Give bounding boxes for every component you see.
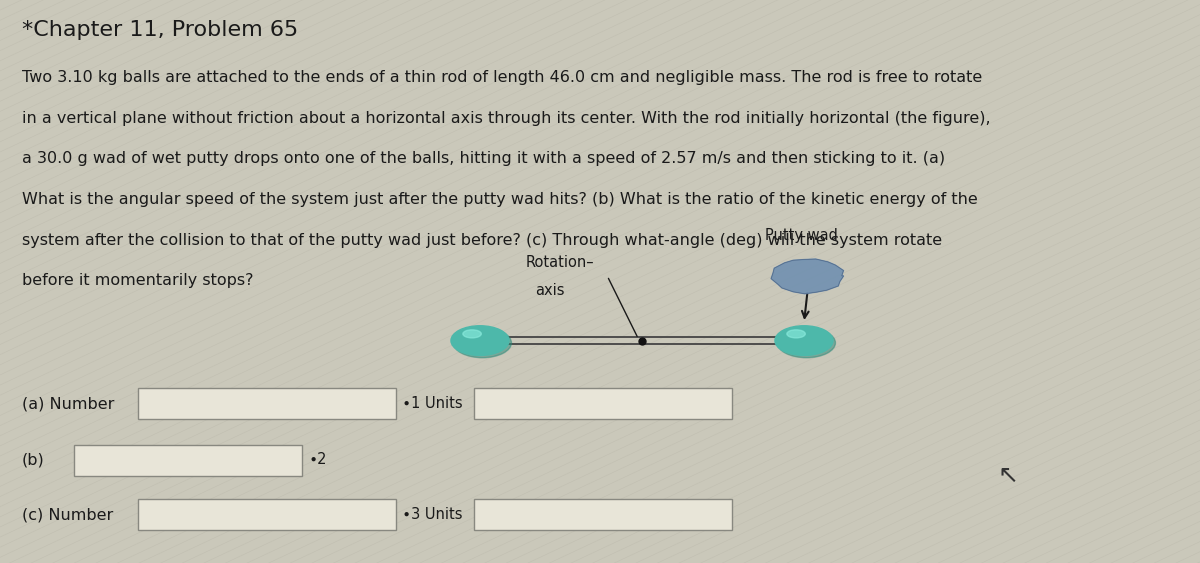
Text: What is the angular speed of the system just after the putty wad hits? (b) What : What is the angular speed of the system … [22,192,977,207]
Text: *Chapter 11, Problem 65: *Chapter 11, Problem 65 [22,20,298,40]
Ellipse shape [454,328,511,358]
Text: ∙3 Units: ∙3 Units [402,507,462,522]
FancyBboxPatch shape [474,388,732,419]
Ellipse shape [778,328,835,358]
FancyBboxPatch shape [74,445,302,476]
Ellipse shape [463,330,481,338]
Ellipse shape [451,326,509,355]
Text: system after the collision to that of the putty wad just before? (c) Through wha: system after the collision to that of th… [22,233,942,248]
Text: ∙1 Units: ∙1 Units [402,396,463,411]
Text: ↖: ↖ [997,464,1019,488]
Text: axis: axis [535,283,565,298]
FancyBboxPatch shape [138,499,396,530]
Ellipse shape [787,330,805,338]
Text: a 30.0 g wad of wet putty drops onto one of the balls, hitting it with a speed o: a 30.0 g wad of wet putty drops onto one… [22,151,944,167]
Text: (b): (b) [22,453,44,467]
Text: ∙2: ∙2 [308,453,326,467]
Text: (a) Number: (a) Number [22,396,114,411]
Polygon shape [772,259,844,294]
Text: Rotation–: Rotation– [526,255,594,270]
Text: (c) Number: (c) Number [22,507,113,522]
Text: Putty wad: Putty wad [766,228,838,243]
Ellipse shape [775,326,833,355]
Text: Two 3.10 kg balls are attached to the ends of a thin rod of length 46.0 cm and n: Two 3.10 kg balls are attached to the en… [22,70,982,86]
Text: before it momentarily stops?: before it momentarily stops? [22,273,253,288]
FancyBboxPatch shape [138,388,396,419]
FancyBboxPatch shape [474,499,732,530]
Text: in a vertical plane without friction about a horizontal axis through its center.: in a vertical plane without friction abo… [22,111,990,126]
